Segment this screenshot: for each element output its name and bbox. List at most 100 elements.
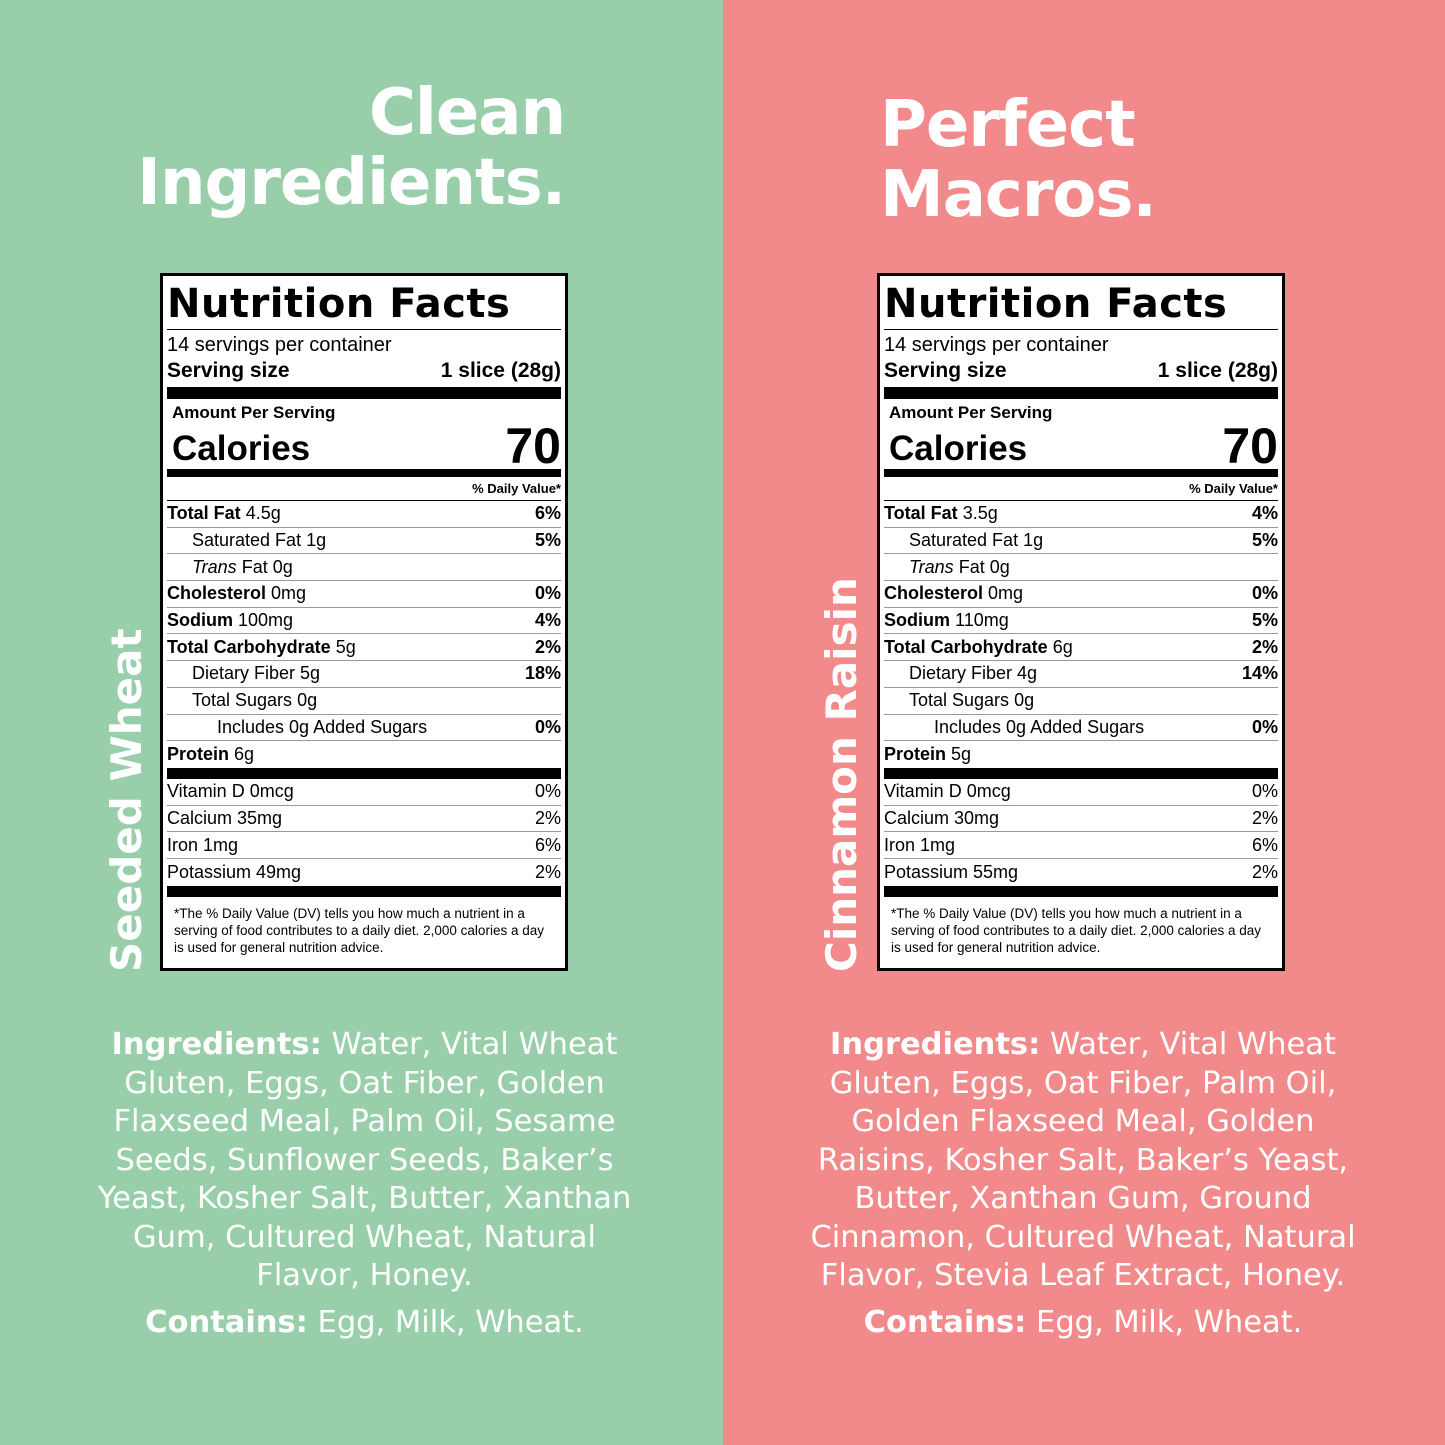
nutrient-amount: 4g <box>1017 663 1038 684</box>
divider <box>167 885 561 897</box>
nutrient-amount: 3.5g <box>962 503 998 524</box>
nutrient-row: Protein 5g <box>884 741 1278 768</box>
serving-size-row: Serving size 1 slice (28g) <box>884 357 1278 387</box>
nutrient-row: Includes 0g Added Sugars 0% <box>884 715 1278 742</box>
ingredients-paragraph: Ingredients: Water, Vital Wheat Gluten, … <box>801 1026 1365 1296</box>
nutrient-amount: Fat 0g <box>958 556 1010 577</box>
ingredients-text: Water, Vital Wheat Gluten, Eggs, Oat Fib… <box>810 1027 1356 1293</box>
headline-line-1: Clean <box>368 76 566 150</box>
nutrient-amount: 0mg <box>271 583 307 604</box>
ingredients-label: Ingredients: <box>830 1027 1041 1062</box>
divider <box>884 387 1278 399</box>
vitamin-row: Iron 1mg 6% <box>884 832 1278 859</box>
vitamin-name: Iron 1mg <box>884 834 956 855</box>
nutrient-name: Protein <box>167 744 230 765</box>
calories-label: Calories <box>889 429 1028 468</box>
divider <box>167 469 561 477</box>
nutrient-name: Dietary Fiber <box>192 663 296 684</box>
vitamin-name: Vitamin D 0mcg <box>167 781 294 802</box>
nutrient-row: Trans Fat 0g <box>167 554 561 582</box>
vitamin-row: Potassium 55mg 2% <box>884 859 1278 886</box>
vitamin-percent: 2% <box>534 807 561 828</box>
nutrient-name: Dietary Fiber <box>909 663 1013 684</box>
nutrient-row: Total Carbohydrate 5g 2% <box>167 634 561 662</box>
nutrient-percent: 0% <box>1251 716 1278 737</box>
calories-value: 70 <box>505 418 561 474</box>
nutrient-row: Sodium 110mg 5% <box>884 608 1278 635</box>
nutrition-label: Nutrition Facts 14 servings per containe… <box>160 273 568 971</box>
ingredients-block: Ingredients: Water, Vital Wheat Gluten, … <box>801 1026 1365 1342</box>
nutrient-name: Total Sugars <box>192 690 293 711</box>
nutrient-name: Total Carbohydrate <box>167 636 331 657</box>
nutrient-amount: 0g <box>297 690 318 711</box>
nutrient-amount: 100mg <box>238 610 294 631</box>
nutrition-title: Nutrition Facts <box>884 280 1278 330</box>
vitamin-name: Calcium 30mg <box>884 807 1000 828</box>
nutrient-amount: 6g <box>234 744 255 765</box>
nutrient-amount: 0mg <box>988 583 1024 604</box>
nutrient-row: Dietary Fiber 4g 14% <box>884 661 1278 688</box>
nutrient-row: Total Carbohydrate 6g 2% <box>884 634 1278 662</box>
headline: Perfect Macros. <box>880 88 1157 230</box>
nutrient-percent: 0% <box>534 716 561 737</box>
nutrient-percent: 18% <box>524 663 561 684</box>
nutrient-percent: 0% <box>534 583 561 604</box>
headline: Clean Ingredients. <box>137 76 566 220</box>
nutrient-percent: 2% <box>1251 636 1278 657</box>
servings-per-container: 14 servings per container <box>884 334 1109 356</box>
vitamin-row: Potassium 49mg 2% <box>167 859 561 886</box>
vitamin-name: Vitamin D 0mcg <box>884 781 1011 802</box>
nutrient-amount: 1g <box>1023 530 1044 551</box>
divider <box>167 767 561 779</box>
contains-text: Egg, Milk, Wheat. <box>307 1304 584 1340</box>
product-name: Seeded Wheat <box>102 628 151 972</box>
nutrient-row: Protein 6g <box>167 741 561 768</box>
vitamin-percent: 2% <box>1251 807 1278 828</box>
nutrient-name: Total Fat <box>167 503 241 524</box>
nutrient-row: Saturated Fat 1g 5% <box>167 528 561 555</box>
headline-line-1: Perfect <box>880 88 1136 162</box>
nutrient-name: Total Sugars <box>909 690 1010 711</box>
nutrient-percent: 4% <box>1251 503 1278 524</box>
contains-paragraph: Contains: Egg, Milk, Wheat. <box>92 1304 637 1343</box>
nutrient-row: Total Fat 3.5g 4% <box>884 501 1278 528</box>
nutrient-amount: 4.5g <box>245 503 281 524</box>
vitamin-percent: 6% <box>534 834 561 855</box>
nutrient-amount: 5g <box>300 663 321 684</box>
nutrient-row: Dietary Fiber 5g 18% <box>167 661 561 688</box>
nutrient-percent: 5% <box>1251 530 1278 551</box>
vitamin-name: Calcium 35mg <box>167 807 283 828</box>
serving-size-label: Serving size <box>167 359 290 382</box>
nutrient-name: Trans <box>192 556 237 577</box>
contains-text: Egg, Milk, Wheat. <box>1026 1304 1303 1340</box>
serving-size-value: 1 slice (28g) <box>440 359 561 382</box>
nutrient-row: Total Sugars 0g <box>884 688 1278 715</box>
nutrient-amount: 5g <box>335 636 356 657</box>
divider <box>884 885 1278 897</box>
nutrient-row: Total Fat 4.5g 6% <box>167 501 561 528</box>
vitamin-row: Vitamin D 0mcg 0% <box>167 779 561 806</box>
divider <box>884 469 1278 477</box>
nutrition-label: Nutrition Facts 14 servings per containe… <box>877 273 1285 971</box>
nutrient-percent: 6% <box>534 503 561 524</box>
headline-line-2: Ingredients. <box>137 146 566 220</box>
nutrient-name: Trans <box>909 556 954 577</box>
contains-paragraph: Contains: Egg, Milk, Wheat. <box>801 1304 1365 1343</box>
nutrient-row: Saturated Fat 1g 5% <box>884 528 1278 555</box>
divider <box>884 767 1278 779</box>
nutrient-percent: 0% <box>1251 583 1278 604</box>
vitamin-percent: 2% <box>1251 861 1278 882</box>
nutrient-name: Includes 0g Added Sugars <box>934 716 1145 737</box>
vitamin-name: Iron 1mg <box>167 834 239 855</box>
vitamin-percent: 2% <box>534 861 561 882</box>
nutrient-row: Includes 0g Added Sugars 0% <box>167 715 561 742</box>
daily-value-header: % Daily Value* <box>884 477 1278 501</box>
nutrient-name: Saturated Fat <box>909 530 1019 551</box>
calories-row: Calories 70 <box>884 421 1278 471</box>
nutrient-percent: 4% <box>534 610 561 631</box>
nutrient-row: Trans Fat 0g <box>884 554 1278 582</box>
serving-size-row: Serving size 1 slice (28g) <box>167 357 561 387</box>
daily-value-footnote: *The % Daily Value (DV) tells you how mu… <box>891 905 1261 955</box>
nutrient-amount: Fat 0g <box>241 556 293 577</box>
vitamin-percent: 0% <box>534 781 561 802</box>
